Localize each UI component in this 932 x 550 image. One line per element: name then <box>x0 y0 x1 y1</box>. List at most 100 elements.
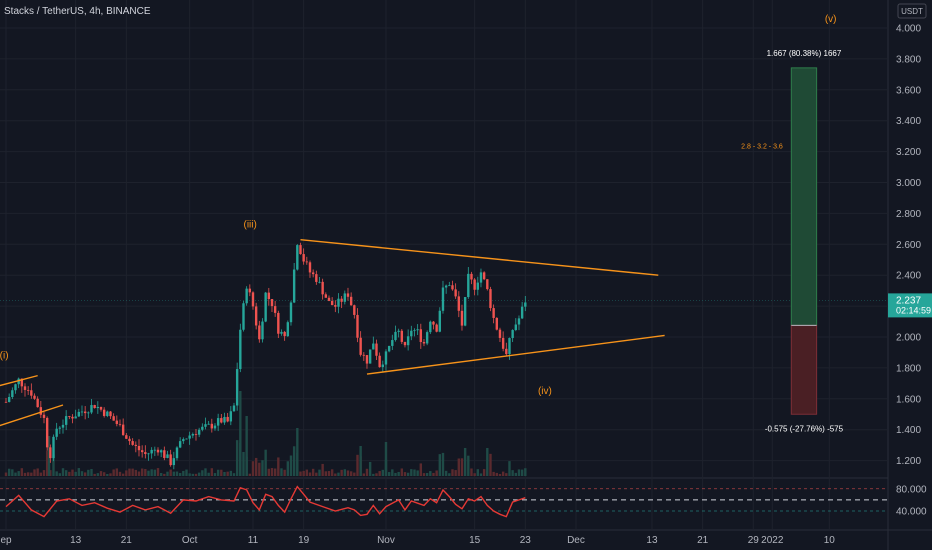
volume-bar <box>318 469 321 476</box>
candle-body <box>61 424 65 428</box>
x-tick-label: 21 <box>121 535 133 546</box>
volume-bar <box>505 473 508 476</box>
volume-bar <box>289 455 293 476</box>
candle-body <box>163 450 166 458</box>
volume-bar <box>235 440 239 476</box>
volume-spike <box>245 416 248 476</box>
candle-body <box>375 343 378 356</box>
candle-body <box>470 273 473 280</box>
volume-bar <box>254 457 258 476</box>
volume-bar <box>131 468 134 476</box>
candle-body <box>397 330 400 332</box>
volume-bar <box>83 472 87 476</box>
candle-body <box>144 452 147 455</box>
x-tick-label: 21 <box>697 535 709 546</box>
wave-label: (v) <box>825 14 837 25</box>
candle-body <box>178 441 182 448</box>
label-layer: Stacks / TetherUS, 4h, BINANCE USDT (i) (ii… <box>0 3 927 433</box>
volume-bar <box>213 473 217 476</box>
candle-body <box>353 305 356 315</box>
volume-bar <box>286 461 290 476</box>
volume-bar <box>302 470 305 476</box>
volume-bar <box>204 468 207 476</box>
volume-bar <box>305 469 309 476</box>
volume-bar <box>448 473 451 476</box>
volume-bar <box>188 473 191 476</box>
candle-body <box>302 254 305 262</box>
volume-bar <box>93 473 96 476</box>
projection-target-zone <box>790 67 818 326</box>
candle-body <box>20 378 24 387</box>
volume-bar <box>365 468 369 476</box>
candle-body <box>270 299 274 307</box>
volume-bar <box>441 452 445 476</box>
x-tick-label: 19 <box>298 535 310 546</box>
candle-body <box>372 343 375 350</box>
volume-bar <box>121 473 125 476</box>
projection-stop-label: -0.575 (-27.76%) -575 <box>765 424 844 433</box>
candle-body <box>232 405 236 412</box>
volume-bar <box>178 473 182 476</box>
candle-body <box>473 279 476 290</box>
candle-body <box>467 273 470 298</box>
volume-bar <box>39 472 43 476</box>
x-tick-label: Dec <box>567 535 585 546</box>
volume-bar <box>128 468 131 476</box>
candle-body <box>83 411 87 414</box>
x-tick-label: 13 <box>70 535 82 546</box>
candle-body <box>204 424 207 427</box>
candle-body <box>444 285 448 288</box>
volume-bar <box>406 472 410 476</box>
volume-bar <box>463 447 467 476</box>
volume-bar <box>191 473 195 476</box>
volume-spike <box>47 436 51 476</box>
candle-body <box>524 302 527 307</box>
volume-bar <box>90 469 93 476</box>
osc-level-label: 80.000 <box>896 484 927 495</box>
candle-body <box>134 444 138 446</box>
volume-bar <box>280 468 283 476</box>
candle-body <box>58 427 62 429</box>
oscillator-layer <box>0 485 888 518</box>
candle-body <box>11 390 14 398</box>
volume-bar <box>118 471 122 476</box>
x-tick-label: ep <box>0 535 12 546</box>
candle-body <box>349 296 353 306</box>
candle-body <box>71 416 74 419</box>
volume-bar <box>397 471 400 476</box>
volume-bar <box>23 472 27 476</box>
volume-bar <box>58 473 62 476</box>
candle-body <box>511 330 514 339</box>
candle-body <box>463 297 467 326</box>
volume-bar <box>163 473 166 476</box>
volume-bar <box>55 471 58 476</box>
x-tick-label: Nov <box>377 535 395 546</box>
candle-body <box>201 426 204 430</box>
volume-bar <box>74 471 77 476</box>
volume-bar <box>330 469 334 476</box>
candle-body <box>140 450 144 453</box>
currency-badge <box>897 3 927 19</box>
volume-bar <box>258 462 261 476</box>
volume-layer <box>4 391 527 476</box>
candle-body <box>508 338 511 355</box>
candle-body <box>330 300 334 306</box>
axis-layer: 1.2001.4001.6001.8002.0002.2002.4002.600… <box>0 24 932 546</box>
volume-bar <box>150 469 153 476</box>
y-tick-label: 2.000 <box>896 333 921 344</box>
volume-bar <box>270 468 274 476</box>
volume-bar <box>109 473 112 476</box>
x-tick-label: 13 <box>646 535 658 546</box>
candle-body <box>30 390 33 396</box>
candle-body <box>413 330 416 332</box>
volume-bar <box>292 446 296 476</box>
volume-bar <box>71 469 74 476</box>
volume-bar <box>169 469 172 476</box>
volume-bar <box>334 473 337 476</box>
volume-bar <box>470 468 473 476</box>
volume-bar <box>349 471 353 476</box>
volume-bar <box>429 471 432 476</box>
candle-body <box>153 449 157 451</box>
